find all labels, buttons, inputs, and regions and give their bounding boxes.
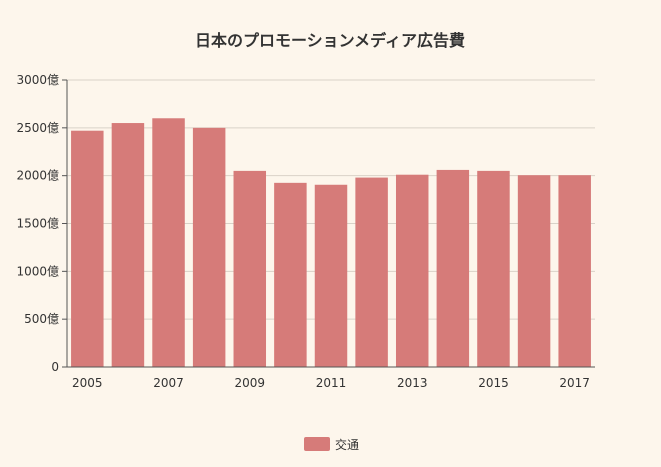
legend[interactable]: 交通 xyxy=(304,437,359,452)
x-tick-label: 2009 xyxy=(234,376,265,390)
bar-2006[interactable] xyxy=(111,123,145,367)
x-tick-label: 2011 xyxy=(316,376,347,390)
bar-2012[interactable] xyxy=(355,177,388,367)
y-tick-label: 2500億 xyxy=(16,121,59,135)
bar-2011[interactable] xyxy=(314,184,348,367)
bar-2009[interactable] xyxy=(233,170,267,367)
chart-title: 日本のプロモーションメディア広告費 xyxy=(195,31,465,50)
x-tick-label: 2007 xyxy=(153,376,184,390)
y-tick-label: 1000億 xyxy=(16,264,59,278)
bar-2008[interactable] xyxy=(192,127,226,367)
x-tick-label: 2005 xyxy=(72,376,103,390)
bar-2015[interactable] xyxy=(477,170,510,367)
bar-2016[interactable] xyxy=(517,175,551,367)
x-tick-label: 2017 xyxy=(559,376,590,390)
y-tick-label: 3000億 xyxy=(16,73,59,87)
bar-2017[interactable] xyxy=(558,175,591,367)
x-axis: 2005 2007 2009 2011 2013 2015 2017 xyxy=(67,366,595,390)
bar-2010[interactable] xyxy=(274,182,307,367)
y-tick-label: 2000億 xyxy=(16,169,59,183)
y-axis: 0 500億 1000億 1500億 2000億 2500億 3000億 xyxy=(16,73,68,374)
y-tick-label: 500億 xyxy=(24,312,59,326)
bar-2005[interactable] xyxy=(71,130,104,367)
x-tick-label: 2015 xyxy=(478,376,509,390)
bars xyxy=(71,118,591,368)
y-tick-label: 0 xyxy=(51,360,59,374)
legend-swatch[interactable] xyxy=(304,437,330,451)
bar-2007[interactable] xyxy=(152,118,185,368)
bar-2013[interactable] xyxy=(395,174,429,367)
x-tick-label: 2013 xyxy=(397,376,428,390)
y-tick-label: 1500億 xyxy=(16,217,59,231)
legend-label[interactable]: 交通 xyxy=(335,437,359,452)
bar-2014[interactable] xyxy=(436,169,470,367)
